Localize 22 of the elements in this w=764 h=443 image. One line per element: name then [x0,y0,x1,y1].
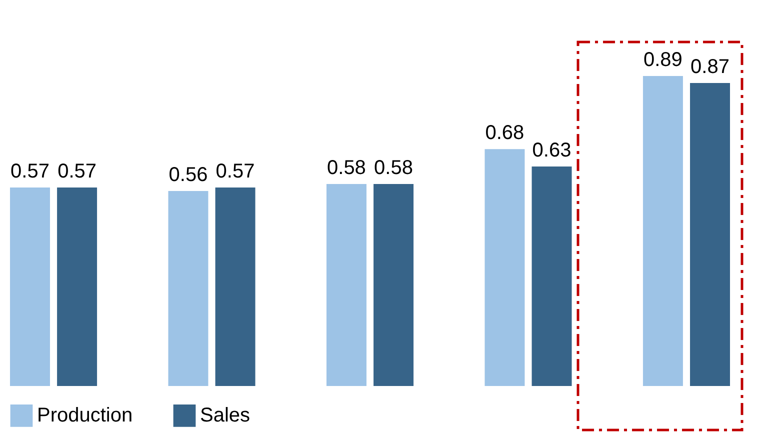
legend-label: Production [37,404,133,427]
legend-label: Sales [200,404,250,427]
bar [168,190,208,386]
bar [10,187,50,386]
bar [215,187,256,386]
bar [690,82,730,386]
bar [642,76,683,386]
bar [57,187,98,386]
data-label: 0.63 [532,140,572,162]
data-label: 0.89 [643,49,682,71]
bar [532,166,572,386]
data-label: 0.57 [58,160,97,182]
bar [484,149,525,386]
data-label: 0.58 [374,156,413,179]
data-label: 0.57 [10,160,50,182]
bar [326,184,366,386]
data-label: 0.56 [168,164,208,186]
data-label: 0.57 [216,160,255,182]
data-label: 0.58 [327,156,366,179]
bar [374,184,414,386]
data-label: 0.87 [690,56,730,78]
data-label: 0.68 [485,122,524,144]
